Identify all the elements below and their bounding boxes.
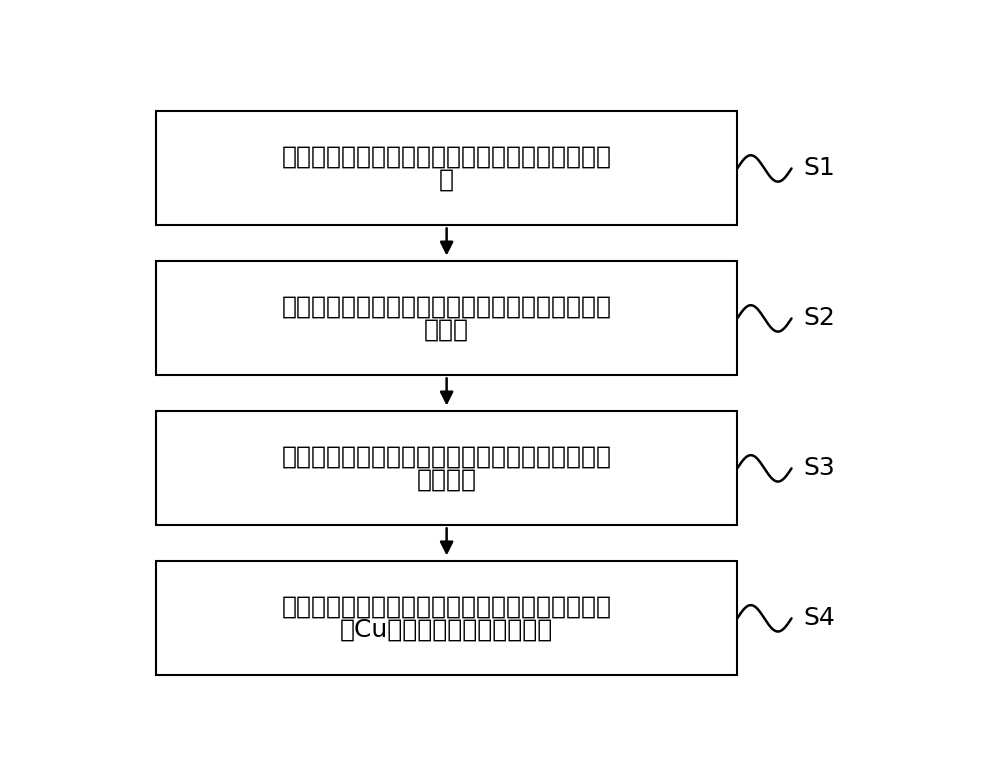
Text: 化剂产物: 化剂产物 [417, 468, 477, 492]
Text: 体溶液: 体溶液 [424, 318, 469, 342]
Bar [156, 411, 737, 525]
Text: 液: 液 [439, 168, 454, 192]
Text: S2: S2 [803, 306, 835, 330]
Text: 对电催化剂产物依次进行离心和洗涤，得到碳负载: 对电催化剂产物依次进行离心和洗涤，得到碳负载 [282, 595, 612, 619]
Bar [156, 562, 737, 675]
Text: 将有机化合物碳源溶解于水溶剂中，得到碳源水溶: 将有机化合物碳源溶解于水溶剂中，得到碳源水溶 [282, 145, 612, 169]
Text: 的Cu纳米颗粒电催化复合材料: 的Cu纳米颗粒电催化复合材料 [340, 618, 553, 642]
Text: 将铜纳米颗粒均匀分散于碳源水溶液中，得到前驱: 将铜纳米颗粒均匀分散于碳源水溶液中，得到前驱 [282, 295, 612, 319]
Bar [156, 111, 737, 225]
Text: S1: S1 [803, 157, 835, 181]
Bar [156, 262, 737, 375]
Text: S3: S3 [803, 456, 835, 481]
Text: S4: S4 [803, 606, 835, 630]
Text: 将混合溶液在预设温度下反应预设时间，得到电催: 将混合溶液在预设温度下反应预设时间，得到电催 [282, 445, 612, 469]
